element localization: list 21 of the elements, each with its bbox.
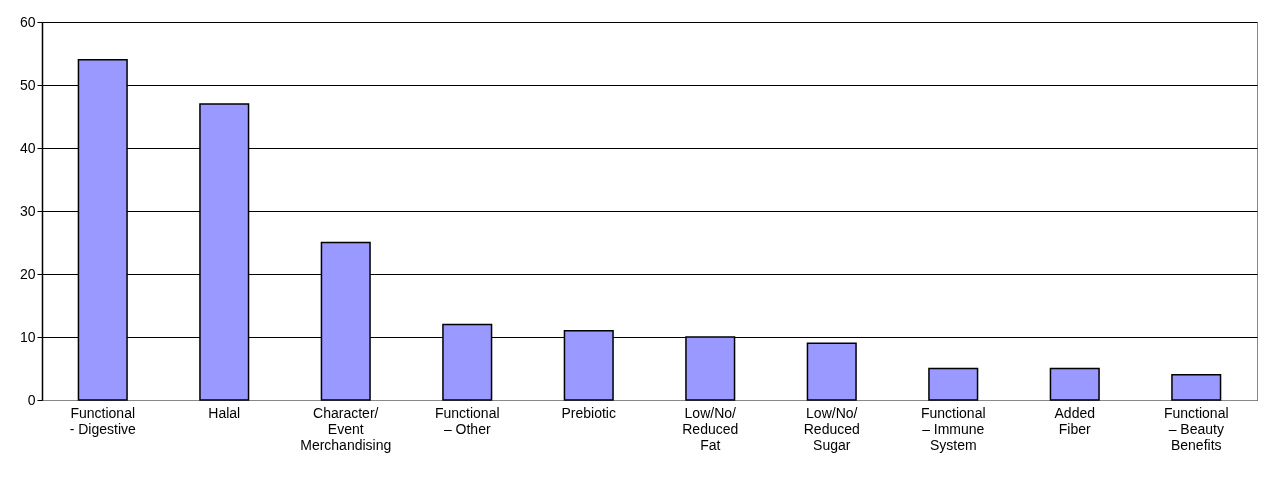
x-tick-label: Functional – Beauty Benefits	[1163, 404, 1229, 453]
y-tick-label: 30	[19, 202, 36, 219]
bar	[806, 342, 857, 401]
x-tick-label: Prebiotic	[561, 404, 616, 421]
bar	[1049, 367, 1100, 401]
bar	[928, 367, 979, 401]
x-tick-label: Character/Event Merchandising	[300, 404, 392, 453]
y-tick-label: 0	[27, 391, 36, 408]
x-tick-label: Functional - Digestive	[69, 404, 137, 437]
y-tick-label: 40	[19, 139, 36, 156]
x-tick-label: Low/No/Reduced Sugar	[803, 404, 860, 453]
x-tick-label: Halal	[208, 404, 241, 421]
y-tick-label: 60	[19, 13, 36, 30]
x-tick-label: Added Fiber	[1054, 404, 1095, 437]
x-tick-label: Low/No/Reduced Fat	[682, 404, 739, 453]
y-tick-label: 10	[19, 328, 36, 345]
x-tick-label: Functional – Other	[434, 404, 500, 437]
y-tick-label: 50	[19, 76, 36, 93]
y-tick-label: 20	[19, 265, 36, 282]
bar	[1171, 374, 1222, 401]
x-tick-label: Functional – Immune System	[920, 404, 986, 453]
